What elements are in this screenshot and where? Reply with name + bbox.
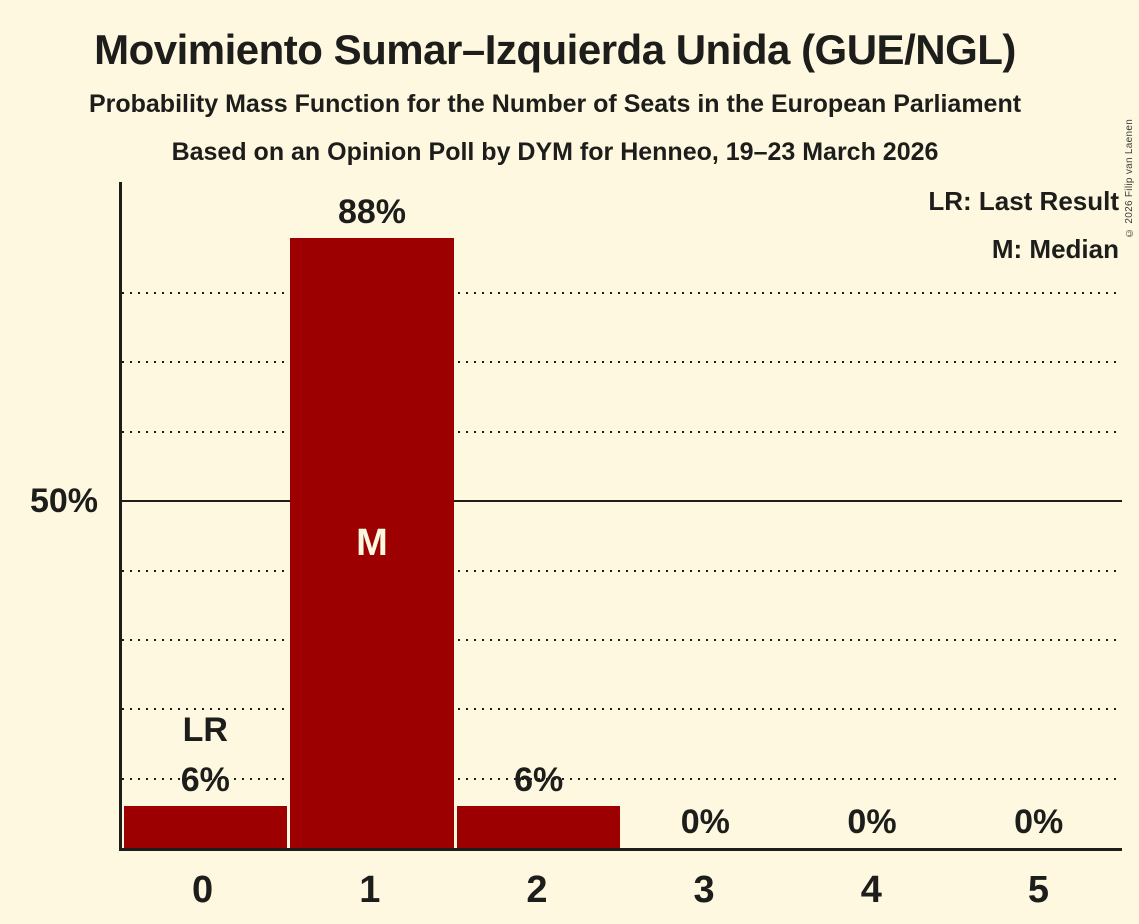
chart-legend: LR: Last Result M: Median	[928, 177, 1119, 273]
last-result-marker-label: LR	[182, 711, 228, 750]
copyright-notice: © 2026 Filip van Laenen	[1124, 118, 1135, 238]
bar-seats-2	[456, 806, 621, 848]
bar-slot-5: 0%	[955, 182, 1122, 848]
bar-slot-4: 0%	[789, 182, 956, 848]
bar-value-label-2: 6%	[514, 761, 564, 800]
bar-value-label-3: 0%	[680, 803, 730, 841]
x-axis-labels: 0 1 2 3 4 5	[119, 868, 1122, 912]
bar-value-label-0: 6%	[180, 761, 230, 800]
bar-slot-1: 88% M	[289, 182, 456, 848]
chart-source-line: Based on an Opinion Poll by DYM for Henn…	[171, 138, 939, 166]
bar-seats-1	[290, 237, 454, 848]
x-axis-label-4: 4	[860, 869, 882, 911]
x-axis-label-3: 3	[693, 869, 715, 911]
x-axis-label-0: 0	[192, 869, 214, 911]
y-axis-tick-label: 50%	[29, 482, 98, 521]
legend-median: M: Median	[991, 234, 1119, 264]
x-axis-label-1: 1	[359, 869, 381, 911]
bar-value-label-1: 88%	[337, 192, 407, 231]
legend-last-result: LR: Last Result	[928, 186, 1119, 216]
bar-value-label-5: 0%	[1014, 803, 1064, 841]
gridline-40pct	[122, 569, 1122, 572]
x-axis-label-2: 2	[526, 869, 548, 911]
bar-slot-2: 6%	[455, 182, 622, 848]
bar-slot-3: 0%	[622, 182, 789, 848]
bar-slot-0: 6% LR	[122, 182, 289, 848]
gridline-80pct	[122, 292, 1122, 294]
x-axis-label-5: 5	[1027, 869, 1050, 911]
gridline-50pct	[122, 500, 1122, 503]
gridline-20pct	[122, 708, 1122, 711]
bar-seats-0	[123, 806, 288, 848]
gridline-30pct	[122, 638, 1122, 641]
bar-value-label-4: 0%	[847, 803, 897, 841]
chart-subtitle: Probability Mass Function for the Number…	[88, 90, 1022, 118]
gridline-70pct	[122, 361, 1122, 364]
gridline-10pct	[122, 777, 1122, 780]
page-title: Movimiento Sumar–Izquierda Unida (GUE/NG…	[94, 26, 1016, 73]
plot-area: 6% LR 88% M 6% 0% 0% 0%	[119, 182, 1122, 851]
gridline-60pct	[122, 430, 1122, 433]
median-marker-label: M	[356, 521, 388, 564]
